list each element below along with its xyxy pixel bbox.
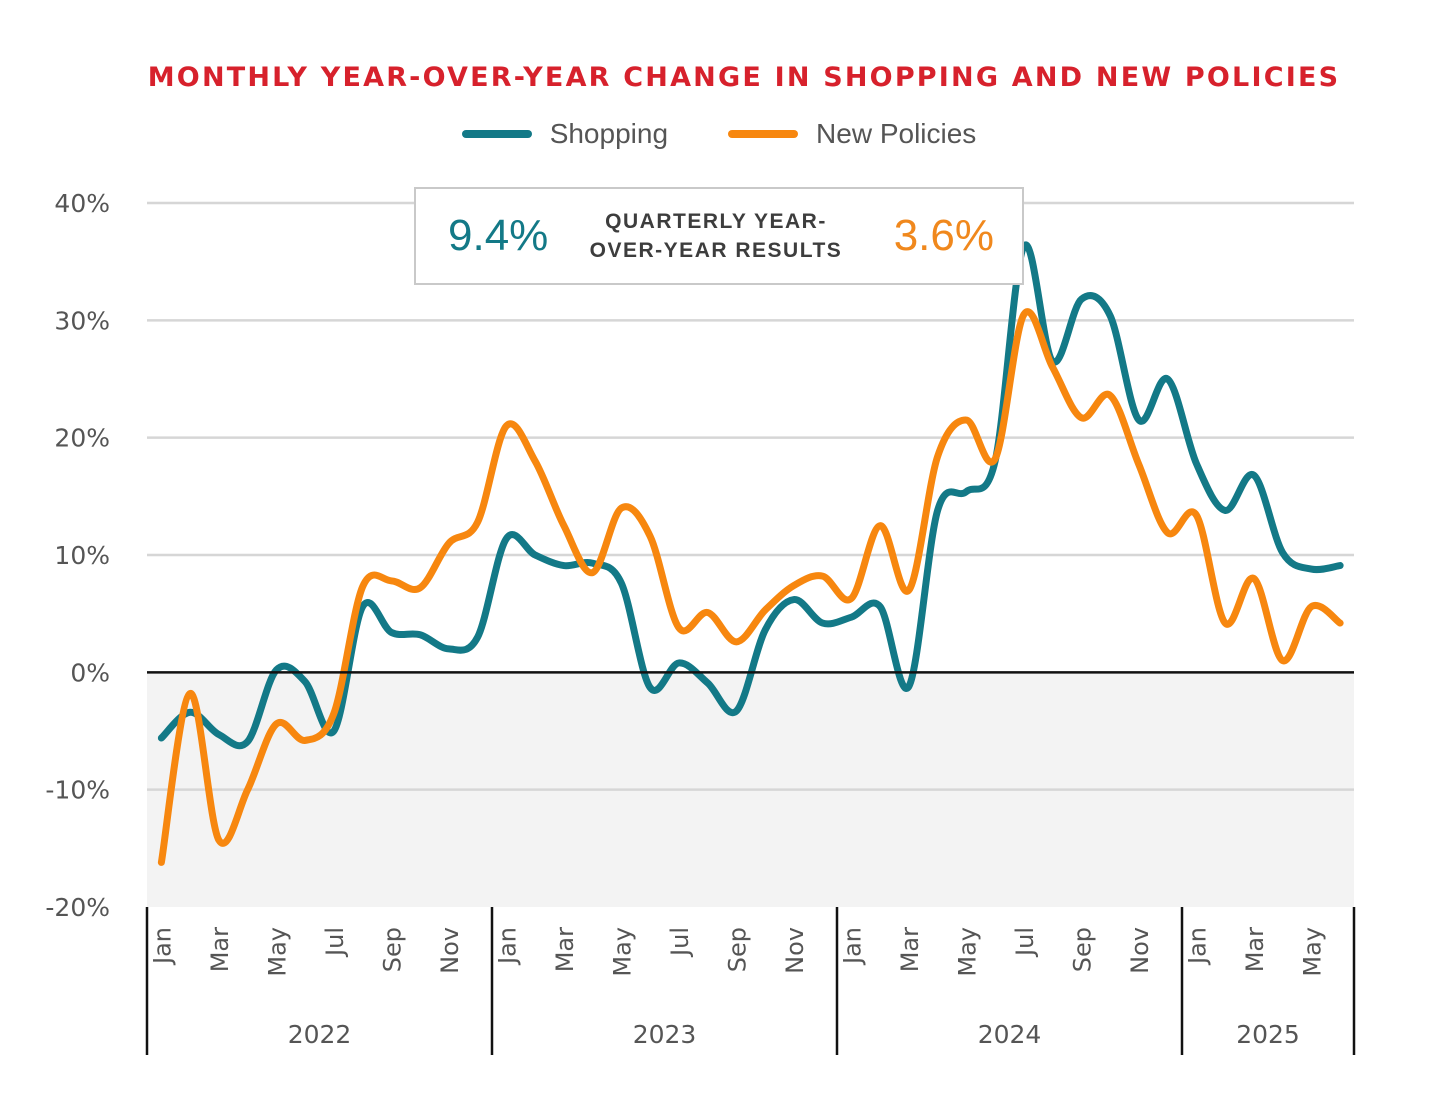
x-tick-label: May: [608, 927, 636, 977]
x-tick-label: Nov: [781, 927, 809, 974]
x-tick-label: May: [1298, 927, 1326, 977]
x-tick-label: May: [953, 927, 981, 977]
x-tick-label: Sep: [1068, 927, 1096, 972]
x-tick-label: Sep: [723, 927, 751, 972]
y-tick-label: -10%: [45, 776, 110, 805]
x-tick-label: Jan: [148, 927, 176, 966]
callout-shopping-value: 9.4%: [448, 211, 549, 260]
y-tick-label: 0%: [70, 658, 110, 687]
x-tick-label: Jan: [838, 927, 866, 966]
x-tick-label: Jan: [493, 927, 521, 966]
year-label: 2023: [633, 1020, 697, 1049]
series-line-shopping: [157, 241, 1344, 750]
legend-item-shopping: Shopping: [461, 118, 669, 150]
x-tick-label: Nov: [436, 927, 464, 974]
y-tick-label: -20%: [45, 893, 110, 922]
legend-label-new-policies: New Policies: [816, 118, 977, 149]
legend-swatch-new-policies: [728, 130, 799, 138]
x-tick-label: Mar: [896, 927, 924, 972]
x-tick-label: Sep: [378, 927, 406, 972]
year-label: 2022: [288, 1020, 352, 1049]
callout-label-line2: OVER-YEAR RESULTS: [589, 239, 843, 262]
callout-new-policies-value: 3.6%: [893, 211, 994, 260]
x-tick-label: Jan: [1183, 927, 1211, 966]
x-tick-label: Jul: [321, 927, 349, 958]
quarterly-results-callout: 9.4% QUARTERLY YEAR- OVER-YEAR RESULTS 3…: [414, 187, 1024, 285]
series-line-new-policies: [157, 308, 1344, 866]
legend: Shopping New Policies: [0, 118, 1430, 150]
x-tick-label: Jul: [1011, 927, 1039, 958]
x-tick-label: Jul: [666, 927, 694, 958]
callout-label-line1: QUARTERLY YEAR-: [605, 210, 827, 233]
chart-title: MONTHLY YEAR-OVER-YEAR CHANGE IN SHOPPIN…: [147, 62, 1341, 93]
x-tick-label: Mar: [1241, 927, 1269, 972]
legend-label-shopping: Shopping: [549, 118, 669, 149]
x-tick-label: Mar: [551, 927, 579, 972]
y-tick-label: 20%: [54, 424, 110, 453]
legend-swatch-shopping: [461, 130, 532, 138]
x-tick-label: Mar: [206, 927, 234, 972]
y-tick-label: 40%: [54, 189, 110, 218]
y-tick-label: 30%: [54, 306, 110, 335]
x-tick-label: May: [263, 927, 291, 977]
legend-item-new-policies: New Policies: [728, 118, 976, 150]
year-label: 2025: [1236, 1020, 1300, 1049]
year-label: 2024: [978, 1020, 1042, 1049]
x-tick-label: Nov: [1126, 927, 1154, 974]
y-tick-label: 10%: [54, 541, 110, 570]
callout-label: QUARTERLY YEAR- OVER-YEAR RESULTS: [581, 207, 851, 265]
